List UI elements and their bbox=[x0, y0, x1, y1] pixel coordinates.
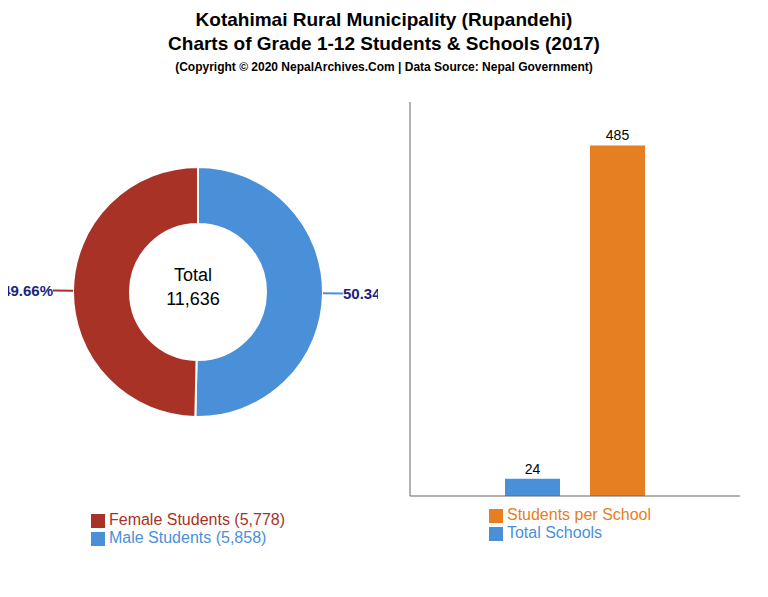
html-text:(Copyright © 2020 NepalArchive: (Copyright © 2020 NepalArchives.Com | Da… bbox=[175, 60, 593, 74]
svg-text:50.34%: 50.34% bbox=[343, 285, 378, 302]
html-text:Total: Total bbox=[174, 265, 212, 285]
html-text:11,636: 11,636 bbox=[166, 289, 220, 309]
html-text:Female Students (5,778): Female Students (5,778) bbox=[109, 511, 285, 528]
html-text:Kotahimai Rural Municipality (: Kotahimai Rural Municipality (Rupandehi) bbox=[195, 9, 573, 30]
svg-text:24: 24 bbox=[525, 461, 541, 477]
svg-text:49.66%: 49.66% bbox=[8, 282, 53, 299]
html-text:Total Schools: Total Schools bbox=[507, 524, 603, 541]
svg-text:485: 485 bbox=[606, 127, 630, 143]
html-text:Students per School: Students per School bbox=[507, 506, 651, 523]
html-text:Male Students (5,858): Male Students (5,858) bbox=[109, 529, 267, 546]
html-text:Charts of Grade 1-12 Students: Charts of Grade 1-12 Students & Schools … bbox=[168, 33, 600, 54]
